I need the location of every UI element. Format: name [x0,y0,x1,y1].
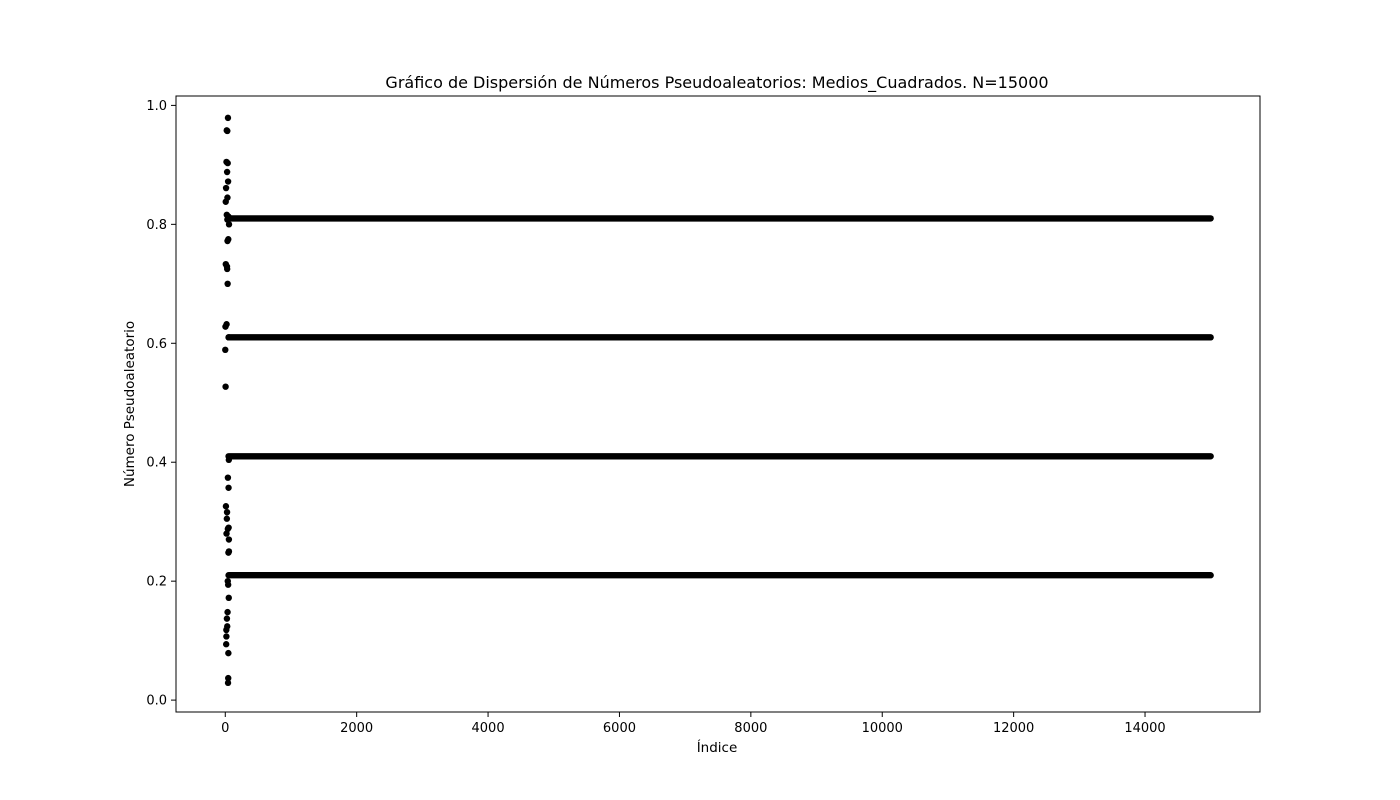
data-point [224,679,232,687]
data-point [224,178,232,185]
data-point [225,649,232,657]
x-tick-label: 8000 [734,721,767,736]
data-point [224,474,232,481]
data-point [224,581,232,588]
data-point [223,615,231,622]
data-point [224,194,231,201]
x-axis-title: Índice [697,739,738,756]
data-point [225,594,232,602]
data-point [225,221,233,228]
data-point [223,515,231,522]
data-point [224,114,232,122]
chart-title: Gráfico de Dispersión de Números Pseudoa… [385,73,1048,93]
x-tick-label: 10000 [862,721,903,736]
data-point [225,536,233,543]
data-point [223,168,231,176]
data-point [223,633,230,640]
data-point [224,608,231,616]
axes: 0 2000 4000 6000 8000 10000 12000 14000 0.0 0.2 0.… [146,95,1261,736]
data-point [222,383,229,390]
data-point [225,484,232,491]
x-tick-label: 0 [221,721,229,736]
y-tick-label: 0.4 [146,456,167,471]
data-point [224,280,231,288]
data-point [223,321,230,328]
y-axis-title: Número Pseudoaleatorio [122,321,138,487]
data-point [225,548,233,555]
plot-area [222,114,1214,687]
data-point [222,641,230,648]
data-point [225,674,232,682]
y-tick-label: 0.0 [146,694,167,709]
data-point [223,265,231,273]
data-point [223,508,231,516]
plot-frame [175,95,1261,713]
y-tick-label: 0.6 [146,337,167,352]
y-tick-label: 0.8 [146,218,167,233]
x-tick-label: 6000 [603,721,636,736]
y-tick-label: 1.0 [146,99,167,114]
data-point [224,159,231,167]
x-tick-label: 4000 [472,721,505,736]
data-point [224,127,231,135]
data-point [225,524,232,531]
data-point [224,623,231,630]
data-point [222,184,230,192]
y-tick-label: 0.2 [146,575,167,590]
data-point [225,236,232,243]
data-point [222,503,230,510]
x-tick-label: 14000 [1124,721,1165,736]
data-point [222,346,229,354]
x-tick-label: 12000 [993,721,1034,736]
x-tick-label: 2000 [340,721,373,736]
